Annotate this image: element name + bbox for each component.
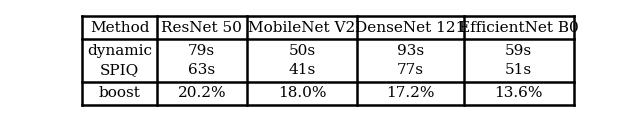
Text: 18.0%: 18.0% bbox=[278, 86, 326, 100]
Text: boost: boost bbox=[99, 86, 140, 100]
Text: MobileNet V2: MobileNet V2 bbox=[248, 21, 356, 35]
Text: 59s: 59s bbox=[505, 44, 532, 58]
Text: ResNet 50: ResNet 50 bbox=[161, 21, 243, 35]
Text: Method: Method bbox=[90, 21, 149, 35]
Text: 93s: 93s bbox=[397, 44, 424, 58]
Text: 17.2%: 17.2% bbox=[386, 86, 435, 100]
Text: SPIQ: SPIQ bbox=[100, 63, 139, 77]
Text: dynamic: dynamic bbox=[87, 44, 152, 58]
Text: 20.2%: 20.2% bbox=[177, 86, 226, 100]
Text: DenseNet 121: DenseNet 121 bbox=[355, 21, 465, 35]
Text: 63s: 63s bbox=[188, 63, 216, 77]
Text: 41s: 41s bbox=[288, 63, 316, 77]
Text: 50s: 50s bbox=[289, 44, 316, 58]
Text: 51s: 51s bbox=[505, 63, 532, 77]
Text: 13.6%: 13.6% bbox=[495, 86, 543, 100]
Text: 77s: 77s bbox=[397, 63, 424, 77]
Text: EfficientNet B0: EfficientNet B0 bbox=[459, 21, 579, 35]
Text: 79s: 79s bbox=[188, 44, 216, 58]
